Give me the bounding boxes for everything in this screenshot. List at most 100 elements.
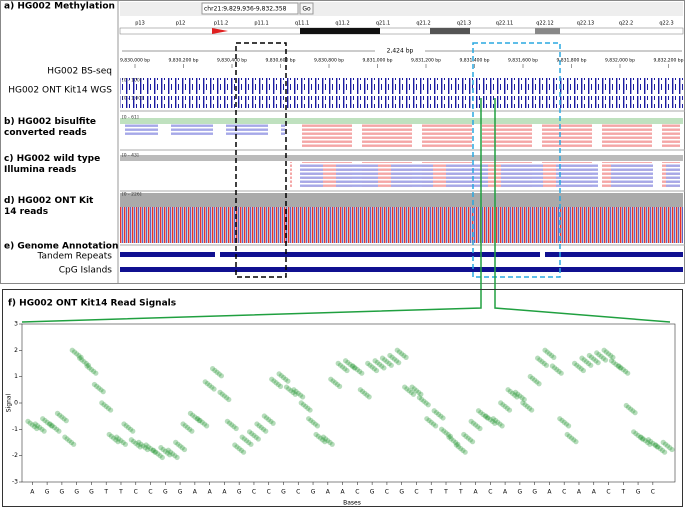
signal-point [440,415,446,421]
signal-point [490,416,496,422]
signal-point [655,444,661,450]
signal-point [430,421,437,427]
illumina-reads [300,164,680,188]
signal-point [506,407,513,413]
coord-label: 9,832,000 bp [605,58,635,64]
signal-point [61,416,67,422]
signal-point [344,367,350,374]
signal-point [463,433,469,439]
signal-point [536,381,542,387]
signal-point [44,419,50,425]
signal-point [460,447,466,453]
signal-point [57,412,63,418]
signal-point [110,435,117,441]
signal-point [354,367,360,373]
signal-point [465,435,471,441]
band-dark [430,28,470,34]
signal-point [47,421,53,427]
x-tick-label: A [326,489,331,496]
signal-point [645,439,651,446]
signal-point [439,426,445,432]
signal-point [347,361,353,367]
signal-point [342,366,348,372]
signal-point [313,431,319,438]
signal-point [150,447,157,453]
signal-point [91,381,98,388]
signal-point [498,400,504,406]
signal-point [640,436,646,442]
signal-point [113,434,120,440]
signal-point [269,376,275,382]
signal-point [238,447,244,453]
signal-point [418,391,424,397]
signal-point [492,420,498,426]
signal-point [108,407,114,413]
signal-point [234,444,240,450]
x-tick-label: G [89,489,94,496]
signal-point [122,441,128,447]
signal-point [628,406,634,412]
coord-label: 9,831,400 bp [459,58,489,64]
signal-point [125,424,131,431]
y-tick-label: -1 [12,426,18,433]
x-tick-label: G [636,489,641,496]
signal-point [197,417,203,424]
x-axis-label: Bases [343,500,361,507]
signal-point [217,389,223,395]
band-label: p12 [176,21,186,27]
signal-point [295,390,301,396]
x-tick-label: G [163,489,168,496]
panel-frame [2,289,683,507]
x-tick-label: G [237,489,242,496]
signal-point [283,384,290,390]
signal-point [431,408,437,414]
signal-point [51,424,58,431]
x-tick-label: C [134,489,138,496]
signal-point [175,441,181,447]
signal-point [209,384,215,390]
signal-point [94,383,100,389]
signal-point [366,394,372,400]
signal-point [32,421,38,427]
signal-point [240,449,247,455]
band-label: q11.2 [335,21,349,27]
go-button[interactable] [299,2,314,15]
signal-point [660,439,666,445]
locus-box[interactable] [201,2,299,15]
x-tick-label: T [458,489,463,496]
ideogram [119,27,684,35]
signal-point [448,436,454,442]
band-label: p11.2 [214,21,228,27]
x-tick-label: T [118,489,123,496]
signal-point [586,352,592,359]
chart-title: f) HG002 ONT Kit14 Read Signals [8,299,176,309]
signal-point [180,421,186,427]
signal-point [63,418,69,424]
x-tick-label: G [311,489,316,496]
signal-point [165,447,171,453]
signal-point [116,436,122,442]
signal-point [561,419,567,425]
signal-point [475,424,481,430]
signal-point [48,423,55,429]
tandem-repeat [545,252,683,257]
x-tick-label: C [252,489,256,496]
x-tick-label: C [562,489,566,496]
signal-point [566,433,572,439]
signal-point [260,426,267,432]
signal-point [291,387,297,393]
signal-point [153,449,159,455]
x-tick-label: T [620,489,625,496]
signal-point [136,439,142,445]
signal-point [189,428,195,434]
signal-point [108,433,114,439]
signal-point [546,351,553,357]
tandem-repeat [120,252,215,257]
panel-label: b) HG002 bisulfite converted reads [4,117,96,138]
signal-point [334,381,341,388]
signal-point [204,381,211,387]
signal-point [207,382,213,388]
signal-point [495,419,501,425]
signal-point [551,354,557,360]
signal-point [351,365,357,371]
